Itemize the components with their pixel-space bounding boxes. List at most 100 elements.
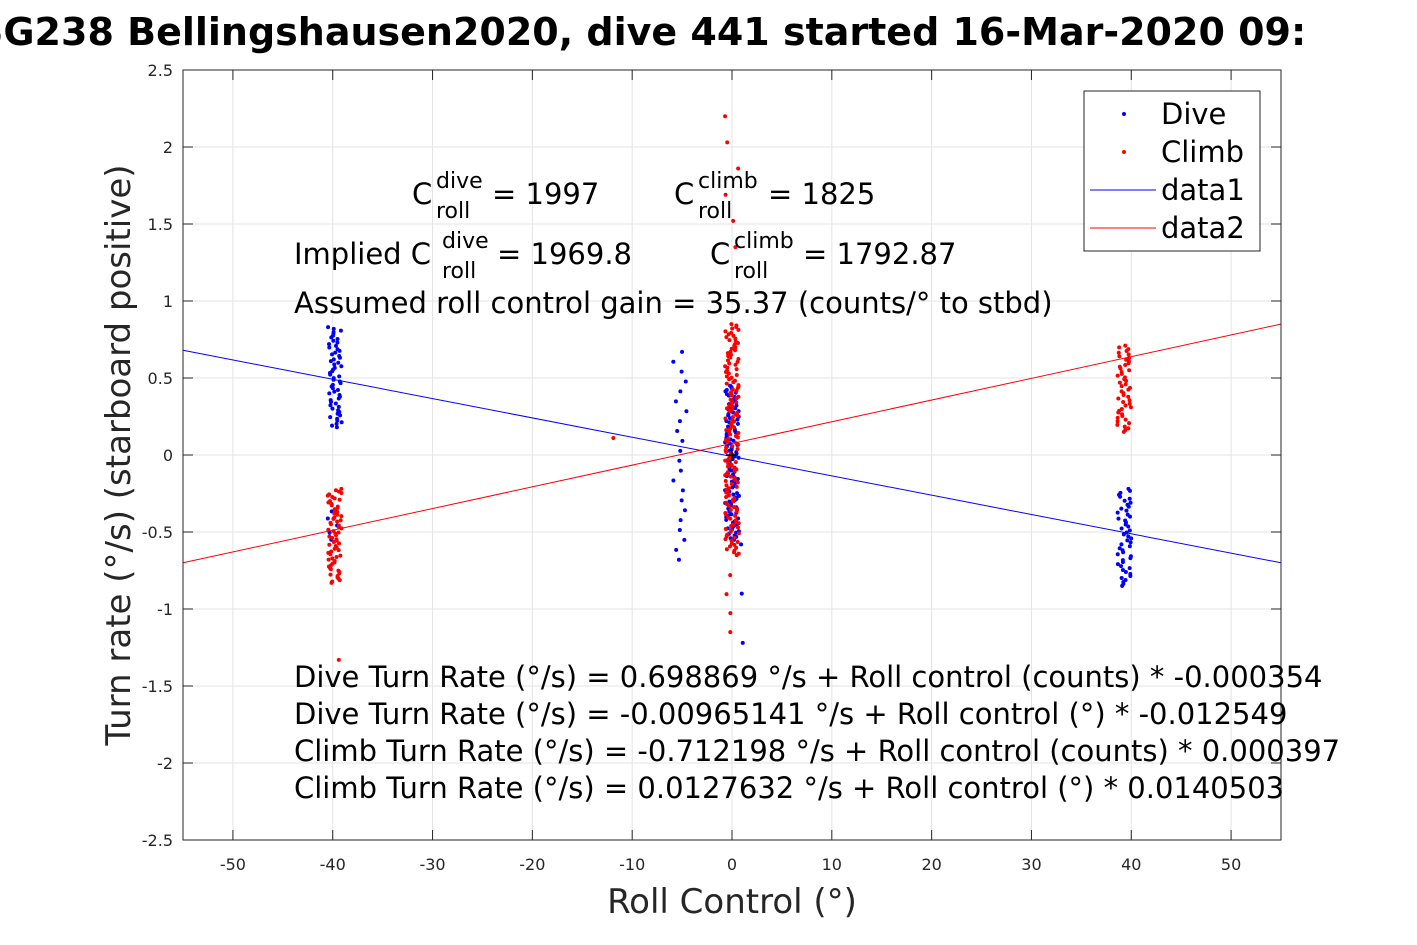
dive-point xyxy=(334,421,339,426)
climb-point xyxy=(330,495,335,500)
climb-point xyxy=(725,368,730,373)
dive-point xyxy=(1129,536,1134,541)
legend-marker-Climb xyxy=(1122,150,1126,154)
y-tick-label: 0.5 xyxy=(148,369,173,388)
dive-point xyxy=(1115,552,1120,557)
climb-point xyxy=(332,559,337,564)
climb-point xyxy=(728,426,733,431)
dive-point xyxy=(337,374,342,379)
climb-point xyxy=(327,542,332,547)
climb-point xyxy=(1126,352,1131,357)
climb-point xyxy=(736,327,741,332)
dive-point xyxy=(1123,518,1128,523)
climb-point xyxy=(1126,347,1131,352)
dive-point xyxy=(674,547,679,552)
climb-point xyxy=(723,526,728,531)
dive-point xyxy=(734,450,739,455)
dive-point xyxy=(328,398,333,403)
dive-point xyxy=(339,364,344,369)
dive-point xyxy=(678,448,683,453)
x-tick-label: -40 xyxy=(320,855,346,874)
climb-point xyxy=(728,630,733,635)
svg-text:= 1969.8: = 1969.8 xyxy=(497,237,632,271)
dive-point xyxy=(678,518,683,523)
climb-point xyxy=(724,500,729,505)
dive-point xyxy=(333,343,338,348)
dive-point xyxy=(1122,498,1127,503)
x-tick-label: -10 xyxy=(619,855,645,874)
svg-text:= 1792.87: = 1792.87 xyxy=(803,237,956,271)
fit-line-text: Dive Turn Rate (°/s) = -0.00965141 °/s +… xyxy=(294,697,1287,731)
dive-point xyxy=(1127,528,1132,533)
x-tick-label: 30 xyxy=(1021,855,1041,874)
climb-point xyxy=(729,538,734,543)
climb-point xyxy=(1119,384,1124,389)
dive-point xyxy=(335,387,340,392)
dive-point xyxy=(728,383,733,388)
dive-point xyxy=(679,498,684,503)
climb-point xyxy=(335,519,340,524)
climb-point xyxy=(733,245,738,250)
climb-point xyxy=(327,492,332,497)
climb-point xyxy=(326,557,331,562)
climb-point xyxy=(1127,398,1132,403)
dive-point xyxy=(335,347,340,352)
x-tick-label: 40 xyxy=(1121,855,1141,874)
svg-text:Implied C: Implied C xyxy=(294,237,431,271)
svg-text:climb: climb xyxy=(734,229,794,254)
svg-text:roll: roll xyxy=(698,199,732,224)
dive-point xyxy=(326,325,331,330)
climb-point xyxy=(1119,370,1124,375)
dive-point xyxy=(1119,526,1124,531)
climb-point xyxy=(327,534,332,539)
dive-point xyxy=(338,328,343,333)
climb-point xyxy=(1121,399,1126,404)
svg-text:dive: dive xyxy=(436,169,483,194)
dive-point xyxy=(330,406,335,411)
climb-point xyxy=(735,525,740,530)
climb-point xyxy=(611,436,616,441)
climb-point xyxy=(724,335,729,340)
climb-point xyxy=(1123,428,1128,433)
climb-point xyxy=(733,513,738,518)
dive-point xyxy=(331,357,336,362)
annotation-implied-dive: Implied C dive roll = 1969.8 xyxy=(294,229,632,284)
dive-point xyxy=(334,425,339,430)
x-axis: -50 -40 -30 -20 -10 0 10 20 30 40 50 xyxy=(220,70,1241,874)
dive-point xyxy=(671,359,676,364)
dive-point xyxy=(682,537,687,542)
climb-point xyxy=(734,367,739,372)
climb-point xyxy=(724,381,729,386)
chart-title: SG238 Bellingshausen2020, dive 441 start… xyxy=(0,10,1306,54)
fit-line-data2 xyxy=(182,323,1282,564)
climb-point xyxy=(1115,415,1120,420)
y-axis-label: Turn rate (°/s) (starboard positive) xyxy=(99,164,139,746)
dive-point xyxy=(1115,562,1120,567)
y-tick-label: 1.5 xyxy=(148,215,173,234)
dive-point xyxy=(328,359,333,364)
dive-point xyxy=(336,360,341,365)
climb-point xyxy=(337,497,342,502)
climb-point xyxy=(723,458,728,463)
climb-point xyxy=(1127,401,1132,406)
climb-point xyxy=(726,464,731,469)
climb-point xyxy=(733,518,738,523)
dive-point xyxy=(331,376,336,381)
climb-point xyxy=(729,402,734,407)
climb-point xyxy=(1115,422,1120,427)
climb-point xyxy=(735,480,740,485)
climb-point xyxy=(1126,394,1131,399)
dive-point xyxy=(680,488,685,493)
climb-point xyxy=(1127,368,1132,373)
climb-point xyxy=(331,529,336,534)
svg-text:C: C xyxy=(674,177,694,211)
dive-point xyxy=(1121,532,1126,537)
climb-point xyxy=(723,479,728,484)
climb-point xyxy=(723,510,728,515)
climb-point xyxy=(734,441,739,446)
dive-point xyxy=(682,508,687,513)
climb-point xyxy=(729,330,734,335)
climb-point xyxy=(736,166,741,171)
climb-point xyxy=(727,338,732,343)
climb-point xyxy=(1117,345,1122,350)
